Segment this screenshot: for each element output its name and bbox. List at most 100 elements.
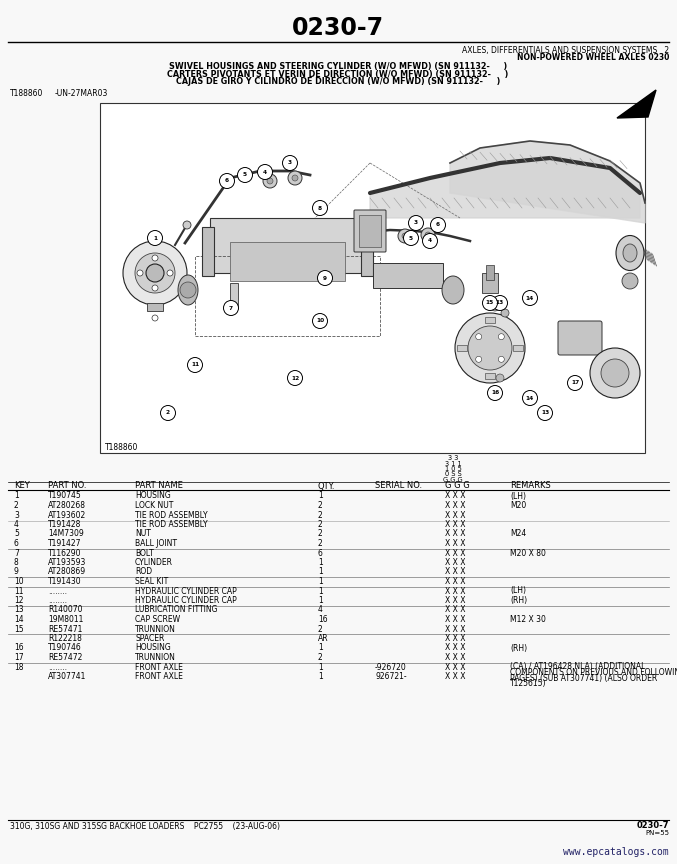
Text: M20 X 80: M20 X 80 [510,549,546,557]
Text: 7: 7 [14,549,19,557]
Text: ........: ........ [48,587,67,595]
Bar [202,227,214,276]
Text: 9: 9 [323,276,327,281]
Circle shape [590,348,640,398]
Text: 3 3: 3 3 [447,455,458,461]
Circle shape [223,301,238,315]
Text: 2: 2 [318,501,323,510]
Text: -926720: -926720 [375,663,407,671]
Text: 1: 1 [318,596,323,605]
Circle shape [476,334,482,340]
Text: AR: AR [318,634,328,643]
Text: X X X: X X X [445,672,466,681]
Ellipse shape [623,244,637,262]
Text: HOUSING: HOUSING [135,644,171,652]
Text: X X X: X X X [445,596,466,605]
Text: R140070: R140070 [48,606,83,614]
Text: TIE ROD ASSEMBLY: TIE ROD ASSEMBLY [135,511,208,519]
Circle shape [219,174,234,188]
Text: 10: 10 [316,319,324,323]
Bar [100,103,645,453]
Text: X X X: X X X [445,615,466,624]
Polygon shape [450,141,645,223]
Text: 13: 13 [14,606,24,614]
Text: 1: 1 [153,236,157,240]
Text: T188860: T188860 [105,443,138,453]
Text: 0 S S: 0 S S [445,472,461,478]
Circle shape [313,314,328,328]
Text: 1: 1 [318,644,323,652]
Text: X X X: X X X [445,587,466,595]
Bar [230,283,238,308]
Text: SERIAL NO.: SERIAL NO. [375,481,422,491]
Text: T191427: T191427 [48,539,81,548]
Circle shape [123,241,187,305]
Bar [482,273,498,293]
Text: T190746: T190746 [48,644,82,652]
Text: AT280268: AT280268 [48,501,86,510]
Text: AT193593: AT193593 [48,558,87,567]
Text: 14: 14 [14,615,24,624]
Text: 8: 8 [318,206,322,211]
Text: KEY: KEY [14,481,30,491]
Text: 3 1 1: 3 1 1 [445,461,461,467]
Circle shape [167,270,173,276]
Bar [230,242,345,281]
Text: 3: 3 [288,161,292,166]
Circle shape [137,270,143,276]
Bar [195,256,380,336]
Text: www.epcatalogs.com: www.epcatalogs.com [563,847,669,857]
Text: T191430: T191430 [48,577,82,586]
Text: 15: 15 [14,625,24,633]
Ellipse shape [616,236,644,270]
Text: 16: 16 [14,644,24,652]
Text: RE57471: RE57471 [48,625,83,633]
Text: 6: 6 [318,549,323,557]
Text: 2: 2 [318,511,323,519]
Text: (RH): (RH) [510,644,527,652]
Circle shape [152,285,158,291]
Text: (LH): (LH) [510,492,526,500]
Bar [373,263,443,288]
Polygon shape [370,158,640,218]
Text: (LH): (LH) [510,587,526,595]
Circle shape [188,358,202,372]
Text: 19M8011: 19M8011 [48,615,83,624]
Text: T125615): T125615) [510,679,546,688]
Circle shape [455,313,525,383]
Text: -UN-27MAR03: -UN-27MAR03 [55,88,108,98]
Text: 6: 6 [14,539,19,548]
Text: HYDRAULIC CYLINDER CAP: HYDRAULIC CYLINDER CAP [135,596,237,605]
Bar [513,345,523,351]
Text: (RH): (RH) [510,596,527,605]
Text: X X X: X X X [445,501,466,510]
Circle shape [496,374,504,382]
Circle shape [601,359,629,387]
Text: 1: 1 [318,663,323,671]
Text: 16: 16 [318,615,328,624]
Circle shape [487,385,502,401]
Text: RE57472: RE57472 [48,653,83,662]
Text: X X X: X X X [445,549,466,557]
Text: AT280869: AT280869 [48,568,86,576]
Text: X X X: X X X [445,539,466,548]
Text: TRUNNION: TRUNNION [135,625,176,633]
Text: ........: ........ [48,596,67,605]
Circle shape [180,282,196,298]
Text: 4: 4 [428,238,432,244]
Text: 11: 11 [191,363,199,367]
Circle shape [490,301,500,311]
Text: 13: 13 [541,410,549,416]
Circle shape [622,273,638,289]
Bar [361,227,373,276]
Text: 17: 17 [571,380,579,385]
Text: CARTERS PIVOTANTS ET VERIN DE DIRECTION (W/O MFWD) (SN 911132-     ): CARTERS PIVOTANTS ET VERIN DE DIRECTION … [167,69,508,79]
Text: X X X: X X X [445,511,466,519]
Text: 14: 14 [526,295,534,301]
Circle shape [421,228,435,242]
Circle shape [288,171,302,185]
Text: 9: 9 [14,568,19,576]
Text: 1: 1 [318,587,323,595]
Text: ........: ........ [48,663,67,671]
Text: 4: 4 [14,520,19,529]
